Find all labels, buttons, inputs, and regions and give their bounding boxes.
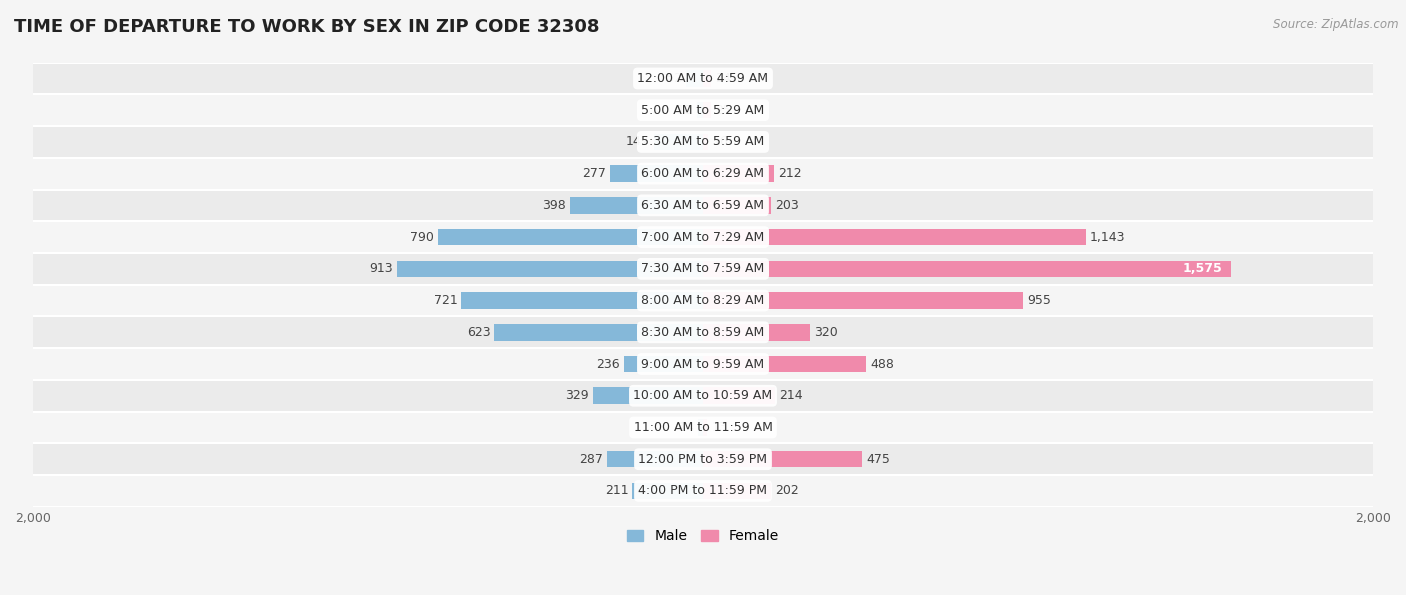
Text: 7:00 AM to 7:29 AM: 7:00 AM to 7:29 AM xyxy=(641,231,765,243)
Text: 18: 18 xyxy=(678,104,693,117)
Text: 13: 13 xyxy=(711,421,727,434)
Text: 16: 16 xyxy=(713,136,728,148)
Text: 24: 24 xyxy=(716,72,731,85)
Bar xyxy=(703,70,711,87)
Bar xyxy=(32,284,1374,317)
Bar xyxy=(32,412,1374,443)
Text: 12:00 AM to 4:59 AM: 12:00 AM to 4:59 AM xyxy=(637,72,769,85)
Bar xyxy=(32,221,1374,253)
Bar xyxy=(32,348,1374,380)
Text: 7:30 AM to 7:59 AM: 7:30 AM to 7:59 AM xyxy=(641,262,765,275)
Bar xyxy=(703,197,770,214)
Bar xyxy=(703,483,770,499)
Text: 11:00 AM to 11:59 AM: 11:00 AM to 11:59 AM xyxy=(634,421,772,434)
Text: 320: 320 xyxy=(814,326,838,339)
Bar xyxy=(439,229,703,245)
Bar xyxy=(703,419,707,436)
Legend: Male, Female: Male, Female xyxy=(621,524,785,549)
Bar xyxy=(32,126,1374,158)
Bar xyxy=(593,387,703,404)
Bar xyxy=(32,158,1374,190)
Text: 1,143: 1,143 xyxy=(1090,231,1125,243)
Bar xyxy=(703,292,1024,309)
Bar xyxy=(703,356,866,372)
Bar xyxy=(697,102,703,118)
Bar xyxy=(686,70,703,87)
Text: 398: 398 xyxy=(541,199,565,212)
Bar xyxy=(703,261,1230,277)
Text: 147: 147 xyxy=(626,136,650,148)
Bar xyxy=(633,483,703,499)
Bar xyxy=(703,387,775,404)
Bar xyxy=(569,197,703,214)
Bar xyxy=(32,62,1374,95)
Bar xyxy=(32,317,1374,348)
Text: 913: 913 xyxy=(370,262,394,275)
Text: 52: 52 xyxy=(665,72,682,85)
Bar xyxy=(703,229,1085,245)
Bar xyxy=(32,95,1374,126)
Bar xyxy=(703,102,711,118)
Bar xyxy=(654,134,703,150)
Text: 329: 329 xyxy=(565,389,589,402)
Bar xyxy=(624,356,703,372)
Bar xyxy=(32,253,1374,284)
Text: 790: 790 xyxy=(411,231,434,243)
Text: 14: 14 xyxy=(679,421,695,434)
Text: 8:00 AM to 8:29 AM: 8:00 AM to 8:29 AM xyxy=(641,294,765,307)
Text: 8:30 AM to 8:59 AM: 8:30 AM to 8:59 AM xyxy=(641,326,765,339)
Text: 4:00 PM to 11:59 PM: 4:00 PM to 11:59 PM xyxy=(638,484,768,497)
Text: 202: 202 xyxy=(775,484,799,497)
Text: 6:00 AM to 6:29 AM: 6:00 AM to 6:29 AM xyxy=(641,167,765,180)
Bar xyxy=(699,419,703,436)
Text: 623: 623 xyxy=(467,326,491,339)
Bar xyxy=(703,165,775,182)
Text: 9:00 AM to 9:59 AM: 9:00 AM to 9:59 AM xyxy=(641,358,765,371)
Text: 5:30 AM to 5:59 AM: 5:30 AM to 5:59 AM xyxy=(641,136,765,148)
Bar xyxy=(32,443,1374,475)
Text: 955: 955 xyxy=(1026,294,1050,307)
Text: 475: 475 xyxy=(866,453,890,466)
Text: 721: 721 xyxy=(433,294,457,307)
Bar xyxy=(495,324,703,340)
Bar xyxy=(703,134,709,150)
Text: 25: 25 xyxy=(716,104,731,117)
Text: 214: 214 xyxy=(779,389,803,402)
Text: 211: 211 xyxy=(605,484,628,497)
Text: 6:30 AM to 6:59 AM: 6:30 AM to 6:59 AM xyxy=(641,199,765,212)
Text: 488: 488 xyxy=(870,358,894,371)
Text: 212: 212 xyxy=(778,167,801,180)
Text: TIME OF DEPARTURE TO WORK BY SEX IN ZIP CODE 32308: TIME OF DEPARTURE TO WORK BY SEX IN ZIP … xyxy=(14,18,599,36)
Bar xyxy=(32,380,1374,412)
Text: 287: 287 xyxy=(579,453,603,466)
Text: 236: 236 xyxy=(596,358,620,371)
Bar xyxy=(32,190,1374,221)
Bar xyxy=(703,324,810,340)
Bar xyxy=(703,451,862,468)
Bar xyxy=(610,165,703,182)
Text: 203: 203 xyxy=(775,199,799,212)
Text: 5:00 AM to 5:29 AM: 5:00 AM to 5:29 AM xyxy=(641,104,765,117)
Bar xyxy=(461,292,703,309)
Text: Source: ZipAtlas.com: Source: ZipAtlas.com xyxy=(1274,18,1399,31)
Text: 277: 277 xyxy=(582,167,606,180)
Text: 10:00 AM to 10:59 AM: 10:00 AM to 10:59 AM xyxy=(634,389,772,402)
Text: 12:00 PM to 3:59 PM: 12:00 PM to 3:59 PM xyxy=(638,453,768,466)
Bar xyxy=(32,475,1374,507)
Text: 1,575: 1,575 xyxy=(1182,262,1222,275)
Bar xyxy=(607,451,703,468)
Bar xyxy=(396,261,703,277)
